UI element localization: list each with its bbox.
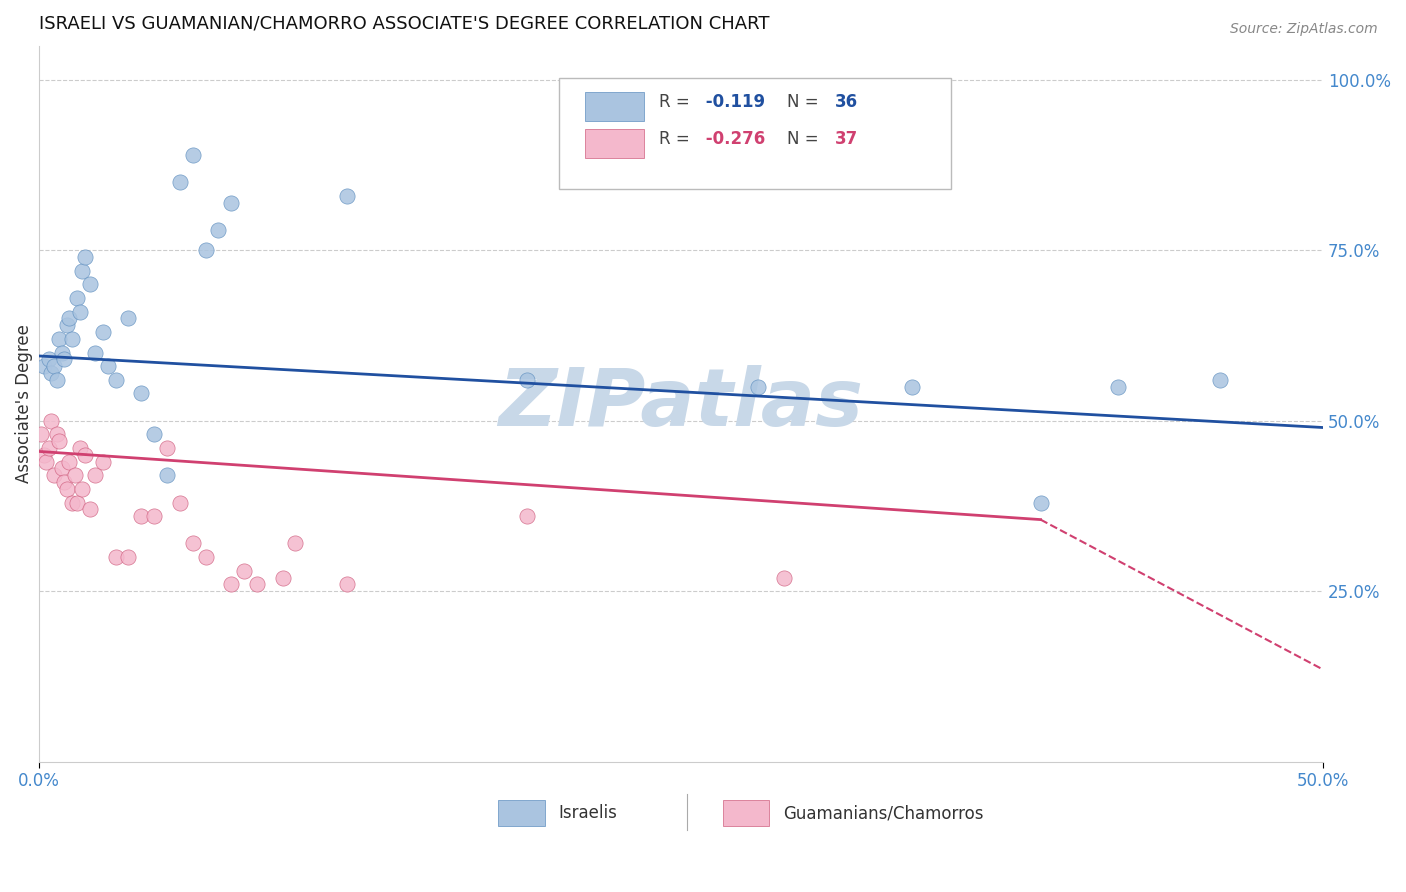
Point [219,577,242,591]
Point [84,345,107,359]
FancyBboxPatch shape [585,129,644,158]
Point [48,332,70,346]
Point [143,427,166,442]
Point [66,291,89,305]
Point [156,441,179,455]
Point [73,448,96,462]
Point [58,455,80,469]
Point [194,244,217,258]
Point [30,427,52,442]
Point [38,352,60,367]
Point [246,577,269,591]
Point [51,345,73,359]
Point [58,311,80,326]
Point [45,427,67,442]
FancyBboxPatch shape [558,78,950,189]
Point [60,332,83,346]
Point [84,468,107,483]
Point [169,175,191,189]
Point [169,495,191,509]
Point [63,468,86,483]
Point [131,509,153,524]
Point [41,414,63,428]
Point [56,318,79,333]
Point [1029,495,1052,509]
Point [194,550,217,565]
Point [181,536,204,550]
Point [66,495,89,509]
Point [79,277,101,292]
Text: Guamanians/Chamorros: Guamanians/Chamorros [783,805,984,822]
Point [772,570,794,584]
Point [284,536,307,550]
Text: 37: 37 [835,130,858,148]
Point [901,379,924,393]
Text: Israelis: Israelis [558,805,617,822]
Point [117,550,139,565]
FancyBboxPatch shape [585,92,644,120]
Text: N =: N = [787,94,824,112]
Point [336,577,359,591]
Text: -0.119: -0.119 [700,94,765,112]
Point [79,502,101,516]
Point [42,359,65,373]
Point [271,570,294,584]
FancyBboxPatch shape [723,800,769,826]
Point [60,495,83,509]
Point [97,359,120,373]
Point [41,366,63,380]
Point [69,304,91,318]
Text: ISRAELI VS GUAMANIAN/CHAMORRO ASSOCIATE'S DEGREE CORRELATION CHART: ISRAELI VS GUAMANIAN/CHAMORRO ASSOCIATE'… [38,15,769,33]
Point [45,373,67,387]
Text: 36: 36 [835,94,858,112]
Point [104,373,127,387]
Text: R =: R = [659,130,695,148]
Point [91,325,114,339]
Point [104,550,127,565]
Point [156,468,179,483]
Point [38,441,60,455]
Point [53,352,76,367]
Point [516,373,538,387]
Point [233,564,256,578]
Point [56,482,79,496]
Point [1107,379,1129,393]
Point [42,468,65,483]
Point [117,311,139,326]
Point [516,509,538,524]
Point [53,475,76,489]
Text: N =: N = [787,130,824,148]
Point [35,455,58,469]
Point [1209,373,1232,387]
Point [69,441,91,455]
Point [48,434,70,449]
Point [747,379,769,393]
Y-axis label: Associate's Degree: Associate's Degree [15,324,32,483]
Point [32,359,55,373]
Point [207,223,229,237]
Text: Source: ZipAtlas.com: Source: ZipAtlas.com [1230,22,1378,37]
Point [70,263,93,277]
Text: -0.276: -0.276 [700,130,765,148]
Point [51,461,73,475]
Point [91,455,114,469]
Text: ZIPatlas: ZIPatlas [498,365,863,442]
Text: R =: R = [659,94,695,112]
Point [131,386,153,401]
Point [143,509,166,524]
FancyBboxPatch shape [499,800,544,826]
Point [219,195,242,210]
Point [181,148,204,162]
Point [73,250,96,264]
Point [336,188,359,202]
Point [32,448,55,462]
Point [70,482,93,496]
